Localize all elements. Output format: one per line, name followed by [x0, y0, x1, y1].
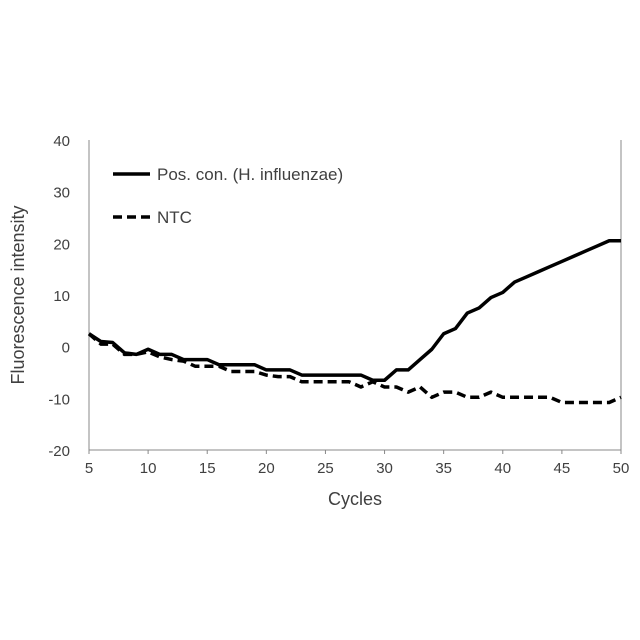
- line-chart: -20 -10 0 10 20 30 40 5 10 15 20 25 30 35 40 45 50 Cycl…: [0, 0, 640, 640]
- legend-label-pos-con: Pos. con. (H. influenzae): [157, 165, 343, 184]
- legend: Pos. con. (H. influenzae) NTC: [113, 165, 343, 227]
- y-tick-label: -10: [48, 391, 70, 408]
- x-tick-label: 25: [317, 460, 334, 477]
- x-tick-label: 10: [140, 460, 157, 477]
- x-tick-label: 35: [435, 460, 452, 477]
- y-axis-label: Fluorescence intensity: [8, 205, 28, 384]
- x-tick-label: 15: [199, 460, 216, 477]
- y-tick-label: 20: [53, 236, 70, 253]
- x-axis-label: Cycles: [328, 489, 382, 509]
- x-tick-label: 30: [376, 460, 393, 477]
- x-tick-label: 20: [258, 460, 275, 477]
- legend-label-ntc: NTC: [157, 208, 192, 227]
- y-tick-label: 0: [62, 340, 70, 357]
- y-tick-label: 10: [53, 288, 70, 305]
- y-tick-label: 40: [53, 133, 70, 150]
- x-tick-label: 40: [494, 460, 511, 477]
- x-tick-label: 45: [554, 460, 571, 477]
- x-tick-label: 5: [85, 460, 93, 477]
- y-tick-label: -20: [48, 443, 70, 460]
- series-line-ntc: [89, 334, 621, 403]
- y-tick-label: 30: [53, 185, 70, 202]
- x-tick-label: 50: [613, 460, 630, 477]
